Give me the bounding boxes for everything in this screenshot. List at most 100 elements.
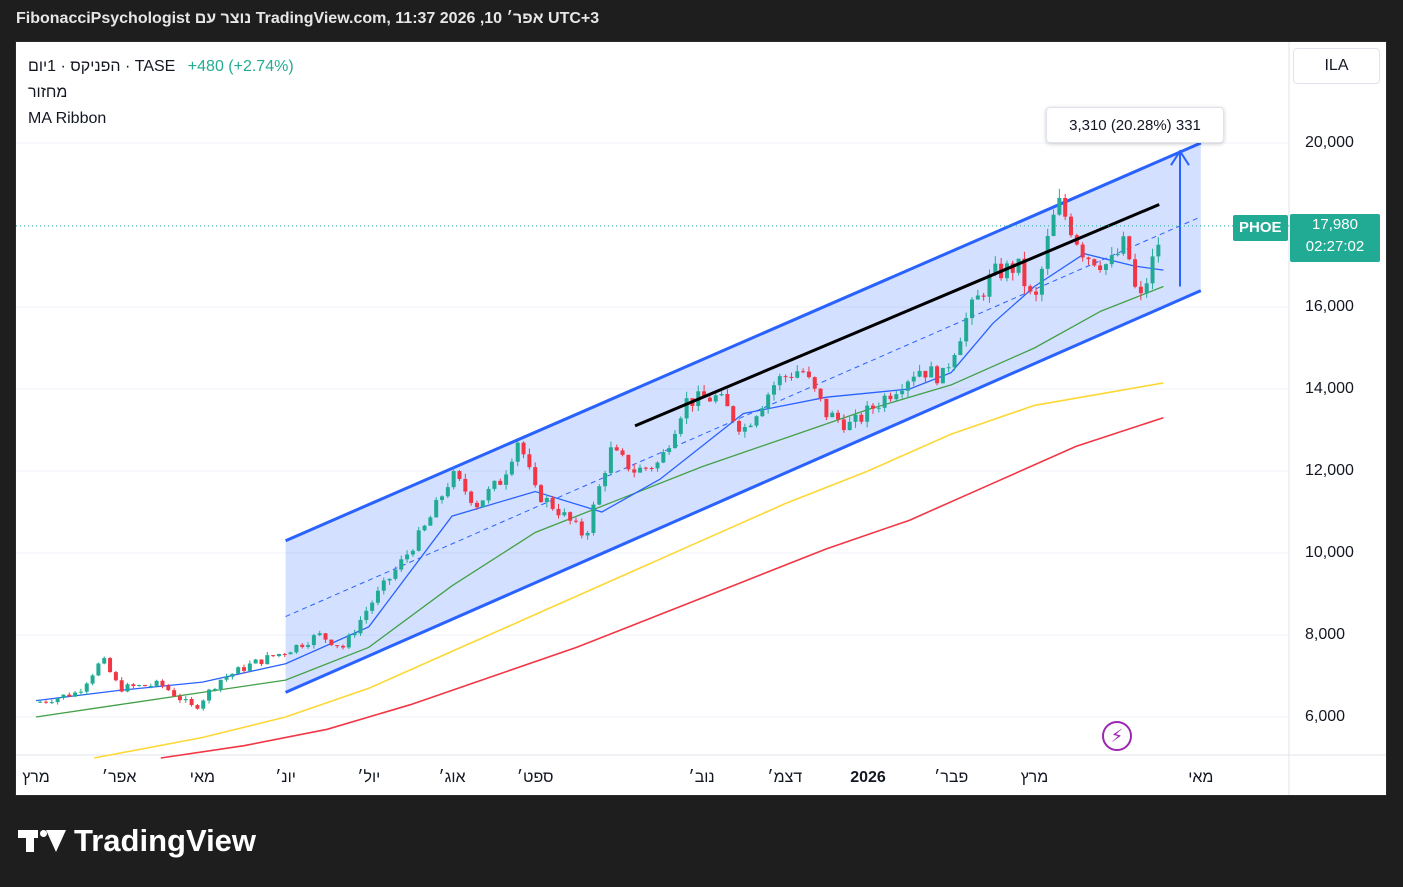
candle-body [137, 685, 142, 687]
candle-body [1010, 263, 1015, 273]
logo-text: TradingView [74, 823, 257, 858]
candle-body [323, 633, 328, 640]
candle-body [888, 395, 893, 400]
channel-lower-line [284, 289, 1202, 694]
candle-body [207, 689, 212, 701]
candle-body [189, 698, 194, 706]
candle-body [591, 504, 596, 533]
time-tick-label: מאי [1188, 769, 1214, 786]
candle-body [61, 694, 66, 699]
lightning-icon[interactable]: ⚡ [1102, 721, 1132, 751]
candle-body [399, 559, 404, 570]
candle-body [806, 371, 811, 378]
legend-indicator[interactable]: MA Ribbon [28, 110, 107, 127]
candle-body [626, 454, 631, 470]
candle-body [1156, 244, 1161, 257]
candle-body [335, 645, 340, 647]
candle-body [253, 659, 258, 664]
candle-body [352, 633, 357, 636]
candle-body [1133, 259, 1138, 287]
candle-body [964, 318, 969, 342]
candle-body [160, 680, 165, 686]
candle-body [463, 478, 468, 492]
candle-body [993, 263, 998, 275]
measure-label: 3,310 (20.28%) 331 [1046, 107, 1224, 143]
candle-body [789, 376, 794, 378]
candle-body [242, 667, 246, 671]
candle-body [521, 442, 526, 455]
legend-symbol[interactable]: הפניקס · 1יום · TASE [28, 58, 176, 75]
candle-body [573, 520, 578, 522]
candle-body [195, 705, 200, 709]
candle-body [375, 590, 380, 603]
legend-symbol-row[interactable]: הפניקס · 1יום · TASE +480 (+2.74%) [28, 54, 294, 80]
candle-body [649, 468, 654, 470]
resistance-line [634, 203, 1160, 428]
candle-body [539, 485, 544, 503]
candle-body [585, 532, 590, 536]
candle-body [480, 500, 485, 508]
legend-change: +480 (+2.74%) [187, 58, 294, 75]
candle-body [451, 471, 456, 488]
candle-body [311, 635, 316, 646]
ticker-badge: PHOE [1233, 215, 1288, 241]
candle-body [987, 274, 992, 297]
candle-body [579, 521, 584, 536]
candle-body [486, 488, 491, 501]
candle-body [1057, 197, 1062, 215]
candle-body [911, 376, 916, 382]
candle-body [603, 473, 608, 487]
candle-body [504, 474, 509, 485]
time-tick-label: דצמ׳ [767, 769, 803, 786]
candle-body [801, 371, 806, 373]
candle-body [643, 467, 648, 469]
candle-body [667, 448, 672, 453]
time-tick-label: מאי [189, 769, 215, 786]
candle-body [952, 355, 957, 368]
candle-body [818, 388, 823, 399]
candle-body [882, 395, 887, 408]
channel-fill [285, 143, 1201, 693]
candle-body [294, 644, 299, 653]
candle-body [119, 680, 124, 692]
candle-body [113, 672, 118, 681]
candle-body [748, 425, 753, 428]
candle-body [410, 550, 415, 555]
time-tick-label: יונ׳ [275, 769, 296, 786]
ma-long2-line [160, 416, 1164, 759]
candle-body [469, 491, 474, 503]
candle-body [172, 690, 177, 697]
candle-body [638, 467, 643, 473]
candle-body [719, 394, 724, 396]
candle-body [1034, 291, 1039, 295]
candle-body [556, 508, 561, 516]
legend-volume[interactable]: מחזור [28, 84, 68, 101]
candle-body [1150, 256, 1155, 284]
candle-body [73, 692, 78, 697]
time-tick-label: יול׳ [357, 769, 381, 786]
ma-long1-line [94, 382, 1164, 759]
candle-body [142, 685, 147, 687]
chart-canvas[interactable] [16, 42, 1386, 795]
last-price-badge: 17,980 02:27:02 [1290, 214, 1380, 262]
price-tick-label: 6,000 [1305, 708, 1346, 725]
candle-body [1004, 263, 1009, 279]
candle-body [276, 653, 281, 657]
candle-body [870, 405, 875, 409]
candle-body [824, 398, 829, 418]
time-tick-label: אפר׳ [101, 769, 137, 786]
candle-body [445, 487, 450, 497]
candle-body [713, 395, 718, 402]
candle-body [1121, 236, 1126, 254]
candle-body [1028, 286, 1033, 292]
candle-body [1115, 253, 1120, 256]
candle-body [859, 414, 864, 422]
candle-body [876, 407, 881, 409]
chart-frame[interactable]: הפניקס · 1יום · TASE +480 (+2.74%) מחזור… [15, 41, 1387, 796]
header-title: FibonacciPsychologist נוצר עם TradingVie… [16, 10, 600, 27]
candle-body [282, 653, 287, 655]
candle-body [900, 390, 905, 395]
currency-selector[interactable]: ILA [1293, 48, 1380, 84]
candle-body [247, 663, 252, 671]
candle-body [317, 633, 322, 636]
